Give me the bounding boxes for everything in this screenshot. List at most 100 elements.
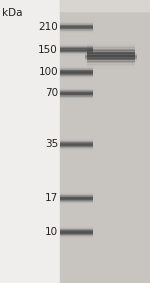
Bar <box>85 55 137 56</box>
Bar <box>85 53 137 54</box>
Bar <box>85 52 137 53</box>
Bar <box>60 192 93 193</box>
Bar <box>60 69 93 70</box>
Bar <box>60 71 93 72</box>
Bar <box>60 24 93 25</box>
Bar <box>60 138 93 139</box>
Bar <box>60 19 93 20</box>
Bar <box>87 68 135 69</box>
Bar <box>60 88 93 89</box>
Bar <box>87 55 135 56</box>
Bar <box>60 228 93 229</box>
Bar <box>87 64 135 65</box>
Bar <box>60 229 93 230</box>
Bar <box>60 200 93 201</box>
Bar <box>60 69 93 70</box>
Bar <box>60 52 93 53</box>
Bar <box>87 68 135 69</box>
Bar <box>87 65 135 66</box>
Bar <box>60 237 93 238</box>
Bar <box>85 50 137 51</box>
Bar <box>85 59 137 60</box>
Bar <box>60 95 93 96</box>
Bar <box>60 149 93 150</box>
Bar <box>85 55 137 56</box>
Bar <box>60 19 93 20</box>
Bar <box>60 229 93 230</box>
Bar <box>87 38 135 40</box>
Bar <box>60 51 93 52</box>
Bar <box>85 56 137 57</box>
Bar <box>85 55 137 56</box>
Bar <box>85 54 137 55</box>
Bar <box>60 42 93 43</box>
Bar <box>60 194 93 195</box>
Bar <box>60 64 93 65</box>
Bar <box>60 22 93 23</box>
Bar <box>60 27 93 28</box>
Bar <box>60 89 93 90</box>
Bar <box>60 86 93 87</box>
Bar <box>60 53 93 54</box>
Bar <box>60 50 93 51</box>
Bar <box>60 198 93 199</box>
Bar <box>85 61 137 62</box>
Bar <box>60 92 93 93</box>
Bar <box>60 34 93 35</box>
Bar <box>60 149 93 150</box>
Bar <box>60 78 93 79</box>
Bar <box>60 195 93 196</box>
Bar <box>60 77 93 78</box>
Bar <box>60 45 93 46</box>
Bar <box>60 74 93 75</box>
Bar <box>60 86 93 87</box>
Bar <box>60 232 93 233</box>
Bar <box>60 42 93 43</box>
Text: 150: 150 <box>38 44 58 55</box>
Bar <box>85 58 137 59</box>
Bar <box>60 87 93 88</box>
Bar <box>60 151 93 152</box>
Bar <box>60 139 93 140</box>
Bar <box>85 59 137 60</box>
Bar <box>85 63 137 64</box>
Bar <box>60 232 93 233</box>
Bar <box>60 193 93 194</box>
Bar <box>60 76 93 77</box>
Bar <box>60 232 93 233</box>
Bar <box>60 77 93 78</box>
Bar <box>60 149 93 150</box>
Bar <box>85 54 137 55</box>
Bar <box>60 46 93 47</box>
Bar <box>60 31 93 32</box>
Bar <box>87 52 135 53</box>
Bar <box>60 100 93 101</box>
Bar <box>87 40 135 41</box>
Bar <box>60 25 93 26</box>
Bar <box>87 49 135 50</box>
Bar <box>87 62 135 63</box>
Bar <box>87 48 135 49</box>
Bar <box>60 137 93 138</box>
Bar <box>60 193 93 194</box>
Bar <box>60 78 93 79</box>
Bar <box>87 63 135 64</box>
Bar <box>60 140 93 141</box>
Bar <box>87 45 135 46</box>
Bar <box>60 138 93 139</box>
Bar <box>60 53 93 54</box>
Bar <box>60 33 93 34</box>
Bar <box>60 49 93 50</box>
Bar <box>60 194 93 195</box>
Bar <box>60 95 93 96</box>
Bar <box>60 202 93 203</box>
Bar <box>60 150 93 151</box>
Bar <box>60 229 93 230</box>
Bar <box>60 67 93 68</box>
Bar <box>60 91 93 92</box>
Bar <box>60 225 93 226</box>
Bar <box>60 87 93 88</box>
Bar <box>87 40 135 41</box>
Bar <box>60 42 93 43</box>
Bar <box>85 57 137 58</box>
